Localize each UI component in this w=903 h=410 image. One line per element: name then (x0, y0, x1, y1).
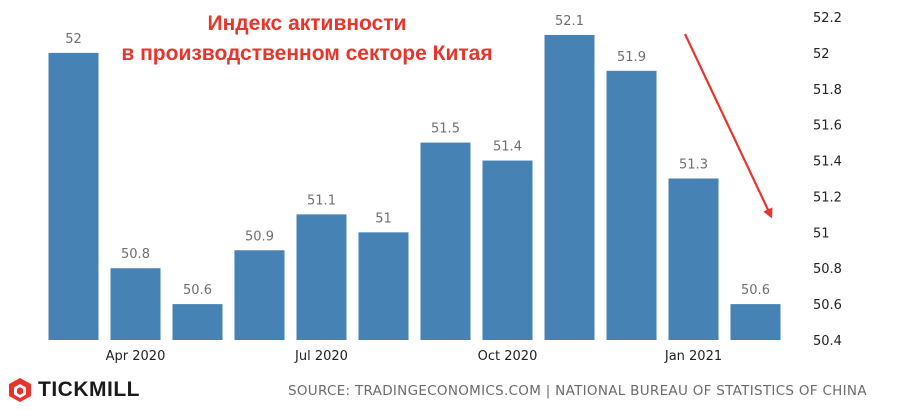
y-tick-label-9: 52.2 (813, 11, 842, 26)
y-axis-ticks: 50.4 50.6 50.8 51 51.2 51.4 51.6 51.8 52 52.2 (813, 11, 842, 349)
x-axis-ticks: Apr 2020 Jul 2020 Oct 2020 Jan 2021 (106, 349, 722, 364)
bar-5 (358, 232, 409, 340)
bar-10 (668, 178, 719, 340)
bar-value-label-2: 50.6 (183, 283, 212, 298)
bar-value-label-4: 51.1 (307, 193, 336, 208)
y-tick-label-6: 51.6 (813, 119, 842, 134)
chart-title-line-2: в производственном секторе Китая (121, 42, 492, 65)
bar-value-label-0: 52 (65, 32, 82, 47)
chart-title-line-1: Индекс активности (208, 12, 407, 35)
bar-value-label-10: 51.3 (679, 158, 708, 173)
y-tick-label-0: 50.4 (813, 334, 842, 349)
source-caption: SOURCE: TRADINGECONOMICS.COM | NATIONAL … (288, 383, 867, 399)
y-tick-label-3: 51 (813, 226, 830, 241)
y-tick-label-5: 51.4 (813, 155, 842, 170)
bar-6 (420, 142, 471, 340)
bar-3 (234, 250, 285, 340)
bar-labels-group: 52 50.8 50.6 50.9 51.1 51 51.5 51.4 52.1 51.9 51.3… (65, 14, 770, 298)
tickmill-logo: TICKMILL (8, 377, 140, 403)
bar-chart: Индекс активности в производственном сек… (48, 11, 842, 364)
bar-value-label-8: 52.1 (555, 14, 584, 29)
y-tick-label-4: 51.2 (813, 190, 842, 205)
bars-group (48, 34, 781, 341)
bar-1 (110, 268, 161, 340)
bar-value-label-6: 51.5 (431, 122, 460, 137)
bar-value-label-7: 51.4 (493, 140, 522, 155)
bar-11 (730, 304, 781, 340)
bar-0 (48, 52, 99, 341)
x-tick-label-3: Jan 2021 (664, 349, 722, 364)
bar-2 (172, 304, 223, 340)
bar-value-label-11: 50.6 (741, 283, 770, 298)
bar-value-label-3: 50.9 (245, 229, 274, 244)
brand-name: TICKMILL (38, 378, 140, 401)
x-tick-label-0: Apr 2020 (106, 349, 166, 364)
x-tick-label-2: Oct 2020 (478, 349, 538, 364)
trend-arrow-annotation (684, 33, 773, 219)
bar-7 (482, 160, 533, 340)
bar-value-label-5: 51 (375, 211, 392, 226)
bar-value-label-1: 50.8 (121, 247, 150, 262)
y-tick-label-1: 50.6 (813, 298, 842, 313)
y-tick-label-7: 51.8 (813, 83, 842, 98)
bar-9 (606, 70, 657, 340)
bar-4 (296, 214, 347, 340)
x-tick-label-1: Jul 2020 (294, 349, 348, 364)
bar-value-label-9: 51.9 (617, 50, 646, 65)
tickmill-logo-icon (9, 378, 31, 402)
y-tick-label-8: 52 (813, 47, 830, 62)
bar-8 (544, 34, 595, 340)
y-tick-label-2: 50.8 (813, 262, 842, 277)
